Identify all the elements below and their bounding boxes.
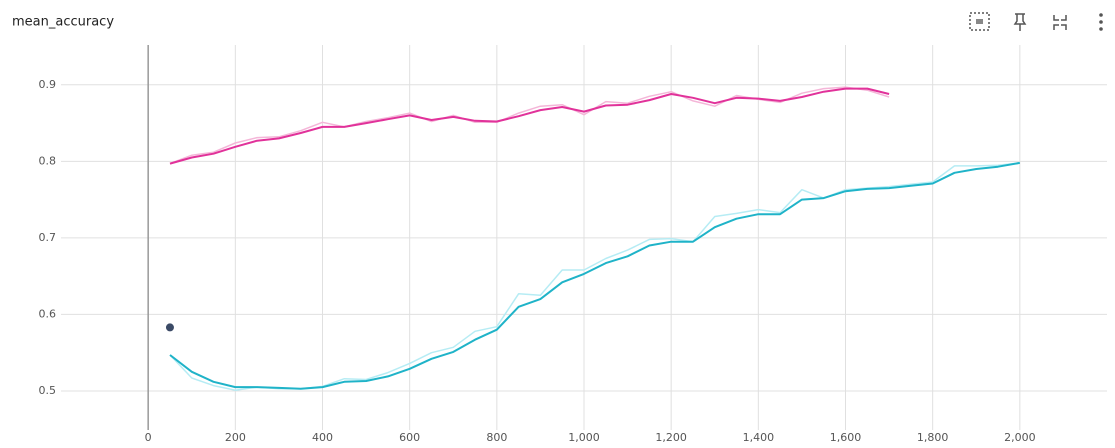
y-tick-label: 0.8 [39,154,57,167]
y-tick-label: 0.6 [39,307,57,320]
x-tick-label: 400 [312,431,333,444]
x-tick-label: 2,000 [1004,431,1036,444]
menu-button[interactable] [1099,13,1103,31]
series-line [169,161,1020,390]
x-tick-label: 200 [225,431,246,444]
x-tick-label: 800 [486,431,507,444]
y-tick-label: 0.5 [39,384,57,397]
series-line [169,162,1020,391]
x-tick-label: 1,600 [830,431,862,444]
x-tick-label: 1,000 [568,431,600,444]
x-tick-label: 600 [399,431,420,444]
y-tick-label: 0.9 [39,78,57,91]
pin-button[interactable] [1013,13,1027,31]
fit-domain-button[interactable] [969,12,990,31]
x-tick-label: 1,200 [655,431,687,444]
x-tick-label: 1,400 [743,431,775,444]
point [165,323,174,332]
collapse-button[interactable] [1053,15,1067,30]
toolbar [969,12,1103,31]
series-line [169,86,890,165]
x-tick-label: 1,800 [917,431,949,444]
x-tick-label: 0 [145,431,152,444]
chart-title: mean_accuracy [12,15,114,30]
series-line [169,87,890,165]
y-tick-label: 0.7 [39,231,57,244]
